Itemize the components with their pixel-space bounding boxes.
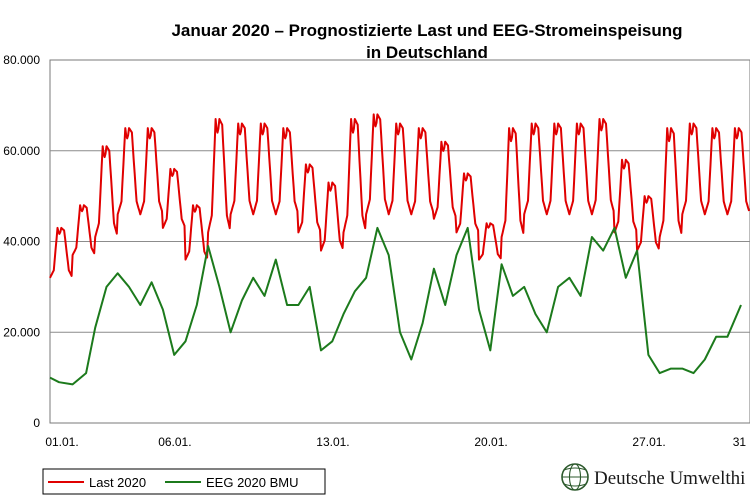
y-tick-label: 0 <box>33 416 40 430</box>
x-tick-label: 31 <box>733 435 747 449</box>
y-tick-label: 20.000 <box>3 325 40 339</box>
legend-label-last: Last 2020 <box>89 475 146 490</box>
x-tick-label: 01.01. <box>45 435 78 449</box>
brand-logo: Deutsche Umwelthi <box>561 463 745 491</box>
chart-title-line-2: in Deutschland <box>366 43 488 62</box>
x-tick-label: 20.01. <box>474 435 507 449</box>
y-axis-tick-labels: 0 20.000 40.000 60.000 80.000 <box>3 53 40 430</box>
x-tick-label: 27.01. <box>632 435 665 449</box>
y-tick-label: 40.000 <box>3 235 40 249</box>
chart-title-line-1: Januar 2020 – Prognostizierte Last und E… <box>171 21 682 40</box>
y-tick-label: 60.000 <box>3 144 40 158</box>
series-lines <box>49 113 750 386</box>
series-line-eeg <box>49 226 742 386</box>
x-tick-label: 13.01. <box>316 435 349 449</box>
globe-icon <box>561 463 589 491</box>
legend-box <box>42 468 326 495</box>
legend-label-eeg: EEG 2020 BMU <box>206 475 299 490</box>
legend: Last 2020 EEG 2020 BMU <box>42 468 326 495</box>
x-tick-label: 06.01. <box>158 435 191 449</box>
y-tick-label: 80.000 <box>3 53 40 67</box>
brand-name: Deutsche Umwelthi <box>594 468 745 489</box>
series-line-last <box>49 113 750 279</box>
x-axis-tick-labels: 01.01. 06.01. 13.01. 20.01. 27.01. 31 <box>45 435 746 449</box>
